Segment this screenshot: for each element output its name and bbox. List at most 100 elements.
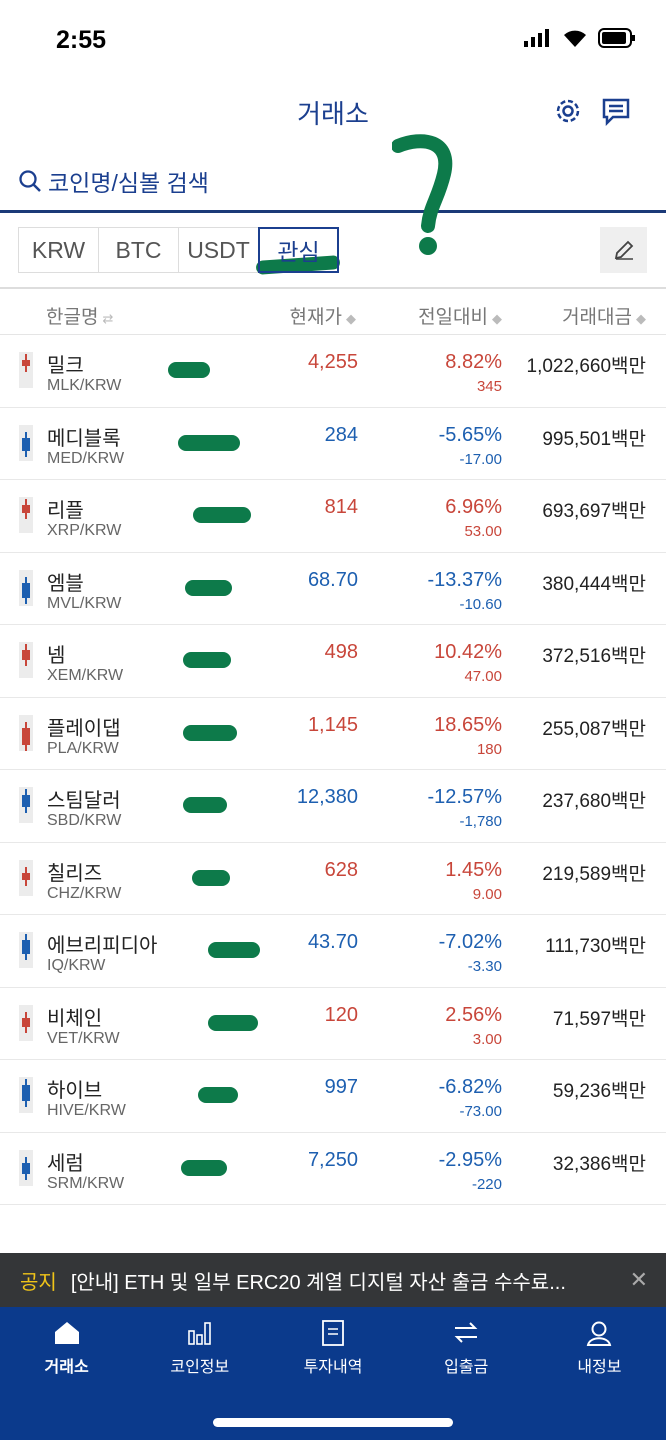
table-row[interactable]: 세럼 SRM/KRW 7,250 -2.95% -220 32,386백만 bbox=[0, 1133, 666, 1205]
change-percent: -2.95% bbox=[438, 1148, 502, 1171]
change-percent: 10.42% bbox=[434, 641, 502, 663]
table-row[interactable]: 하이브 HIVE/KRW 997 -6.82% -73.00 59,236백만 bbox=[0, 1060, 666, 1133]
table-row[interactable]: 스팀달러 SBD/KRW 12,380 -12.57% -1,780 237,6… bbox=[0, 770, 666, 843]
nav-exchange[interactable]: 거래소 bbox=[0, 1307, 133, 1440]
current-price: 12,380 bbox=[296, 786, 358, 808]
redaction-annotation bbox=[192, 869, 230, 886]
notice-label: 공지 bbox=[20, 1271, 57, 1294]
table-row[interactable]: 엠블 MVL/KRW 68.70 -13.37% -10.60 380,444백… bbox=[0, 553, 666, 625]
change-percent: 8.82% bbox=[445, 351, 502, 373]
coin-symbol: XEM/KRW bbox=[47, 667, 124, 684]
coin-name: 스팀달러 bbox=[47, 790, 121, 812]
coin-symbol: IQ/KRW bbox=[47, 957, 106, 974]
wifi-icon bbox=[564, 30, 586, 47]
change-percent: -5.65% bbox=[438, 423, 502, 446]
redaction-annotation bbox=[183, 724, 237, 741]
bottom-nav: 거래소 코인정보 투자내역 입출금 내정보 bbox=[0, 1307, 666, 1440]
coin-name: 엠블 bbox=[47, 572, 84, 595]
table-row[interactable]: 비체인 VET/KRW 120 2.56% 3.00 71,597백만 bbox=[0, 988, 666, 1060]
trade-volume: 372,516백만 bbox=[542, 646, 646, 667]
change-amount: 3.00 bbox=[472, 1030, 502, 1048]
table-row[interactable]: 메디블록 MED/KRW 284 -5.65% -17.00 995,501백만 bbox=[0, 408, 666, 480]
chat-icon[interactable] bbox=[601, 96, 631, 126]
candle-icon bbox=[19, 352, 33, 388]
redaction-annotation bbox=[208, 942, 260, 958]
col-name[interactable]: 한글명 ⇄ bbox=[46, 307, 114, 328]
trade-volume: 255,087백만 bbox=[542, 718, 646, 740]
candle-icon bbox=[19, 497, 33, 533]
trade-volume: 380,444백만 bbox=[542, 573, 646, 595]
coin-symbol: CHZ/KRW bbox=[47, 884, 122, 902]
tab-favorites[interactable]: 관심 bbox=[258, 227, 339, 273]
edit-button[interactable] bbox=[600, 227, 647, 273]
change-amount: 47.00 bbox=[464, 668, 502, 685]
redaction-annotation bbox=[183, 652, 231, 668]
change-amount: 345 bbox=[476, 378, 502, 395]
notice-text[interactable]: [안내] ETH 및 일부 ERC20 계열 디지털 자산 출금 수수료... bbox=[70, 1271, 566, 1294]
sort-icon: ◆ bbox=[636, 311, 646, 326]
coin-symbol: HIVE/KRW bbox=[47, 1102, 126, 1119]
search-placeholder: 코인명/심볼 검색 bbox=[48, 170, 209, 196]
nav-my-info[interactable]: 내정보 bbox=[533, 1307, 666, 1440]
nav-investments[interactable]: 투자내역 bbox=[266, 1307, 399, 1440]
candle-icon bbox=[19, 642, 33, 678]
trade-volume: 71,597백만 bbox=[552, 1008, 646, 1030]
table-row[interactable]: 에브리피디아 IQ/KRW 43.70 -7.02% -3.30 111,730… bbox=[0, 915, 666, 988]
current-price: 7,250 bbox=[307, 1148, 358, 1171]
table-row[interactable]: 넴 XEM/KRW 498 10.42% 47.00 372,516백만 bbox=[0, 625, 666, 698]
coin-symbol: VET/KRW bbox=[47, 1029, 120, 1047]
trade-volume: 59,236백만 bbox=[552, 1081, 646, 1102]
redaction-annotation bbox=[183, 797, 227, 813]
change-amount: 180 bbox=[476, 740, 502, 758]
coin-name: 넴 bbox=[47, 645, 66, 667]
tab-krw[interactable]: KRW bbox=[18, 227, 99, 273]
trade-volume: 219,589백만 bbox=[542, 863, 646, 885]
search-input[interactable]: 코인명/심볼 검색 bbox=[18, 164, 209, 198]
nav-deposit-withdraw[interactable]: 입출금 bbox=[400, 1307, 533, 1440]
change-percent: -13.37% bbox=[427, 568, 503, 591]
table-row[interactable]: 플레이댑 PLA/KRW 1,145 18.65% 180 255,087백만 bbox=[0, 698, 666, 770]
coin-symbol: MED/KRW bbox=[47, 449, 125, 467]
candle-icon bbox=[19, 859, 33, 896]
notice-bar[interactable]: 공지 [안내] ETH 및 일부 ERC20 계열 디지털 자산 출금 수수료.… bbox=[0, 1253, 666, 1307]
table-row[interactable]: 칠리즈 CHZ/KRW 628 1.45% 9.00 219,589백만 bbox=[0, 843, 666, 915]
table-row[interactable]: 밀크 MLK/KRW 4,255 8.82% 345 1,022,660백만 bbox=[0, 335, 666, 408]
col-change[interactable]: 전일대비 ◆ bbox=[418, 307, 502, 328]
transfer-icon bbox=[454, 1322, 478, 1343]
close-icon[interactable]: ✕ bbox=[629, 1267, 648, 1292]
coin-symbol: MLK/KRW bbox=[47, 377, 122, 394]
col-volume[interactable]: 거래대금 ◆ bbox=[562, 307, 646, 328]
col-price[interactable]: 현재가 ◆ bbox=[289, 307, 356, 328]
tab-usdt[interactable]: USDT bbox=[178, 227, 259, 273]
current-price: 628 bbox=[324, 858, 358, 881]
nav-coin-info[interactable]: 코인정보 bbox=[133, 1307, 266, 1440]
change-percent: 18.65% bbox=[434, 713, 502, 736]
change-amount: -3.30 bbox=[467, 958, 502, 975]
redaction-annotation bbox=[185, 579, 232, 596]
trade-volume: 1,022,660백만 bbox=[526, 356, 647, 377]
gear-icon[interactable] bbox=[553, 96, 583, 126]
coin-symbol: MVL/KRW bbox=[47, 594, 122, 612]
pencil-icon bbox=[614, 240, 633, 260]
coin-name: 비체인 bbox=[47, 1007, 103, 1030]
coin-symbol: SBD/KRW bbox=[47, 812, 122, 829]
trade-volume: 32,386백만 bbox=[552, 1153, 646, 1175]
coin-name: 밀크 bbox=[47, 355, 84, 377]
coin-name: 리플 bbox=[47, 500, 84, 522]
redaction-annotation bbox=[168, 362, 210, 378]
coin-symbol: XRP/KRW bbox=[47, 522, 122, 539]
change-percent: -12.57% bbox=[427, 786, 503, 808]
current-price: 4,255 bbox=[307, 351, 358, 373]
tab-btc[interactable]: BTC bbox=[98, 227, 179, 273]
trade-volume: 237,680백만 bbox=[542, 791, 646, 812]
swap-icon: ⇄ bbox=[102, 311, 114, 326]
coin-name: 에브리피디아 bbox=[47, 935, 158, 957]
table-row[interactable]: 리플 XRP/KRW 814 6.96% 53.00 693,697백만 bbox=[0, 480, 666, 553]
change-percent: -6.82% bbox=[438, 1076, 502, 1098]
redaction-annotation bbox=[208, 1014, 258, 1031]
current-price: 814 bbox=[324, 496, 358, 518]
home-indicator bbox=[213, 1418, 453, 1427]
trade-volume: 995,501백만 bbox=[542, 428, 646, 450]
change-percent: 2.56% bbox=[445, 1003, 502, 1026]
change-percent: 6.96% bbox=[445, 496, 502, 518]
